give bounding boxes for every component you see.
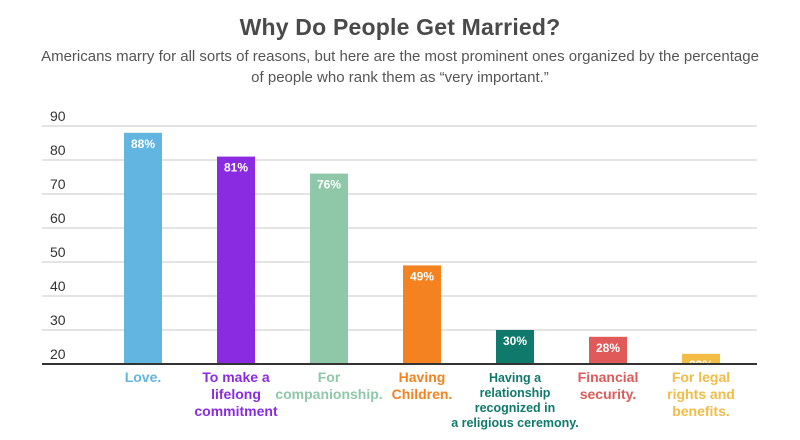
bar-value-label: 76% — [317, 178, 341, 192]
bar-value-label: 49% — [410, 269, 434, 283]
category-label: recognized in — [475, 401, 556, 415]
category-label: Having — [399, 369, 446, 385]
bar-value-label: 81% — [224, 161, 248, 175]
category-label: To make a — [202, 369, 270, 385]
bar-value-label: 28% — [596, 341, 620, 355]
category-label: commitment — [194, 403, 278, 419]
bar — [589, 336, 627, 364]
category-label: benefits. — [672, 403, 730, 419]
category-label: companionship. — [275, 386, 382, 402]
category-label: relationship — [480, 386, 551, 400]
y-tick-label: 60 — [50, 210, 66, 226]
category-label: a religious ceremony. — [451, 416, 579, 430]
value-labels: 88%81%76%49%30%28%23% — [131, 137, 713, 372]
category-label: Children. — [392, 386, 453, 402]
category-label: rights and — [667, 386, 735, 402]
category-label: Love. — [125, 369, 162, 385]
y-tick-label: 40 — [50, 278, 66, 294]
y-tick-label: 90 — [50, 108, 66, 124]
bar — [310, 173, 348, 364]
category-label: Financial — [578, 369, 639, 385]
y-axis-tick-labels: 20 30 40 50 60 70 80 90 — [50, 108, 66, 362]
chart-subtitle: Americans marry for all sorts of reasons… — [41, 48, 759, 86]
bar — [682, 353, 720, 364]
category-label: For — [318, 369, 341, 385]
category-label: lifelong — [211, 386, 261, 402]
y-tick-label: 80 — [50, 142, 66, 158]
chart-title: Why Do People Get Married? — [239, 14, 561, 40]
y-tick-label: 30 — [50, 312, 66, 328]
category-label: security. — [580, 386, 637, 402]
y-tick-label: 70 — [50, 176, 66, 192]
bar — [496, 330, 534, 364]
bar — [217, 156, 255, 364]
y-tick-label: 50 — [50, 244, 66, 260]
bars — [124, 132, 720, 364]
category-label: Having a — [489, 371, 542, 385]
bar — [124, 132, 162, 364]
bar-value-label: 30% — [503, 334, 527, 348]
bar — [403, 265, 441, 364]
bar-value-label: 88% — [131, 137, 155, 151]
category-label: For legal — [672, 369, 730, 385]
y-tick-label: 20 — [50, 346, 66, 362]
